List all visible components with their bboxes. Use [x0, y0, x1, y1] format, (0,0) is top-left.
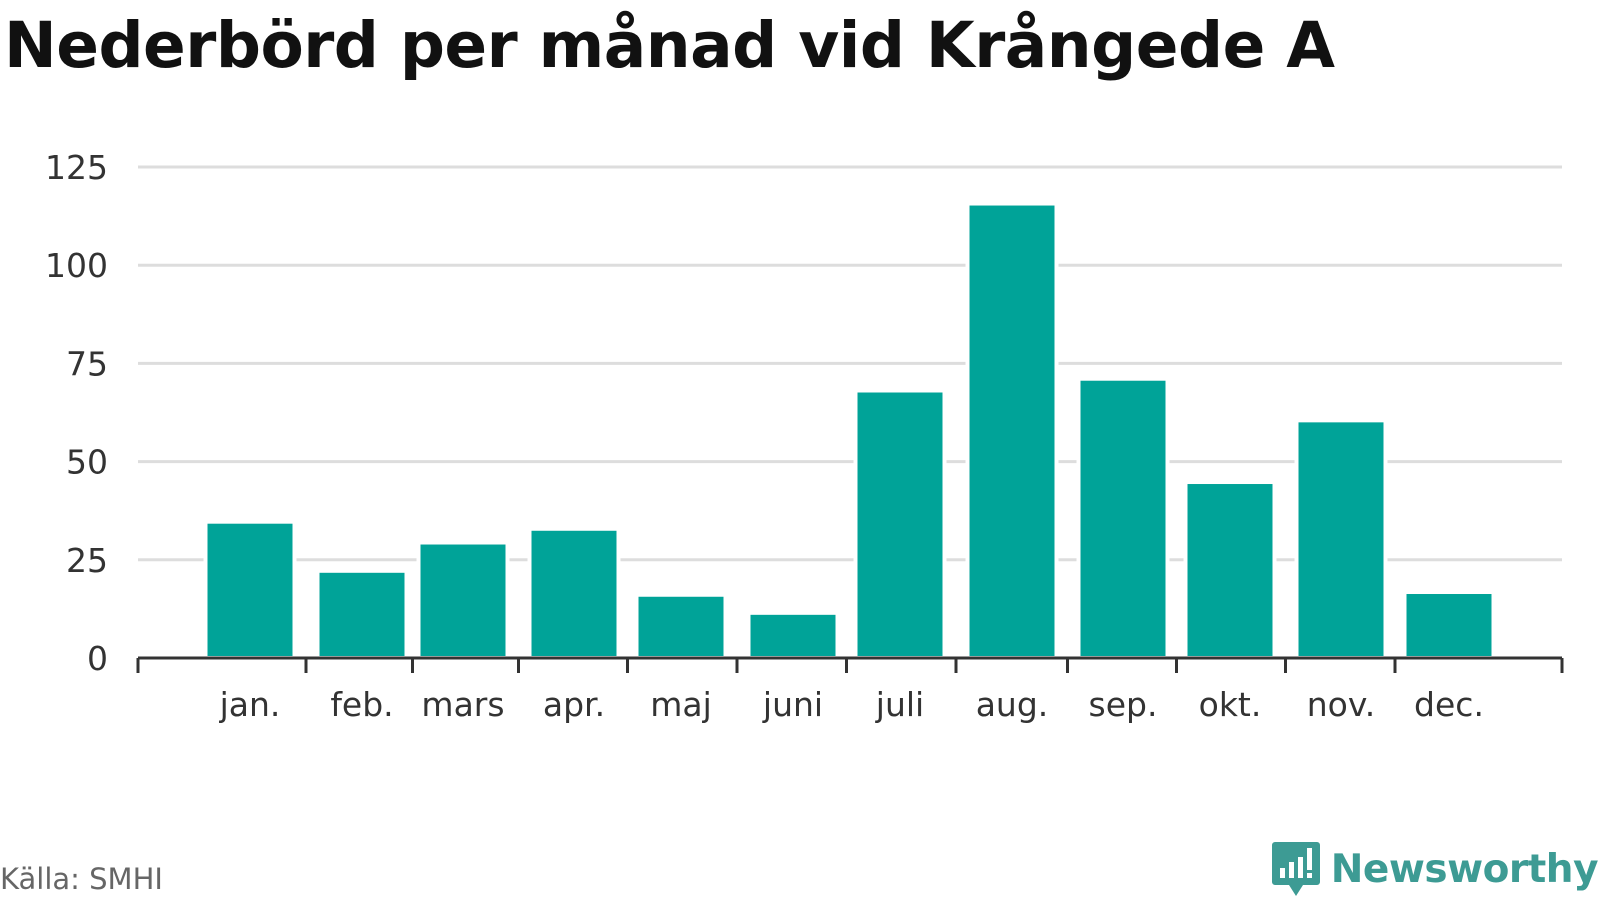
bar-4: [527, 526, 621, 660]
x-tick-label: juli: [875, 685, 924, 724]
bar-3: [416, 540, 510, 660]
bar-1: [203, 519, 297, 661]
x-tick-label: aug.: [976, 685, 1049, 724]
bar-7: [853, 388, 947, 660]
y-tick-label: 100: [45, 246, 108, 285]
y-tick-label: 25: [66, 541, 108, 580]
x-tick-label: okt.: [1199, 685, 1262, 724]
y-tick-label: 125: [45, 148, 108, 187]
x-tick-label: sep.: [1089, 685, 1158, 724]
x-tick-label: nov.: [1307, 685, 1376, 724]
brand-name: Newsworthy: [1330, 846, 1599, 892]
x-axis: [136, 656, 1564, 673]
x-axis-labels: jan. feb. mars apr. maj juni juli aug. sep. okt. n…: [219, 685, 1484, 724]
x-tick-label: juni: [762, 685, 823, 724]
y-tick-label: 75: [66, 344, 108, 383]
bar-5: [634, 592, 728, 661]
x-tick-label: apr.: [543, 685, 605, 724]
chart-title: Nederbörd per månad vid Krångede A: [4, 9, 1335, 82]
x-tick-label: dec.: [1414, 685, 1484, 724]
y-tick-label: 0: [87, 639, 108, 678]
bars: [203, 201, 1496, 661]
source-note: Källa: SMHI: [0, 862, 163, 896]
x-tick-label: jan.: [219, 685, 281, 724]
bar-8: [965, 201, 1059, 660]
x-tick-label: mars: [421, 685, 504, 724]
newsworthy-logo-icon: [1271, 842, 1320, 896]
bar-9: [1076, 376, 1170, 660]
bar-10: [1183, 480, 1277, 660]
y-axis-labels: 0 25 50 75 100 125: [45, 148, 108, 678]
bar-12: [1402, 590, 1496, 660]
x-tick-label: feb.: [330, 685, 393, 724]
bar-11: [1294, 418, 1388, 660]
brand[interactable]: Newsworthy: [1271, 840, 1599, 898]
y-tick-label: 50: [66, 443, 108, 482]
x-tick-label: maj: [650, 685, 712, 724]
bar-2: [315, 568, 409, 660]
bar-6: [746, 610, 840, 661]
